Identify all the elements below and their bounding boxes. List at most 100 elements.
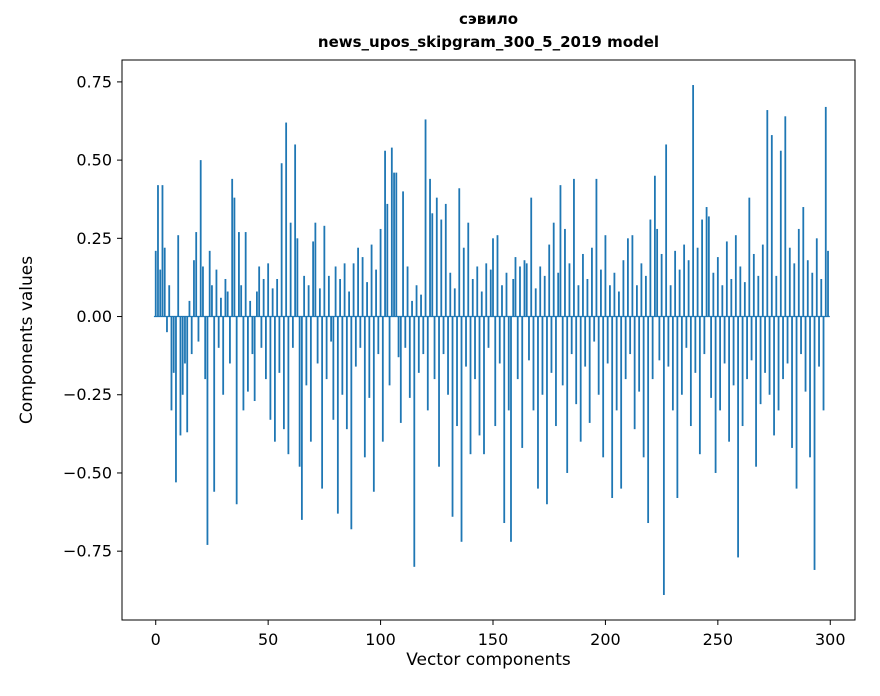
y-axis-label: Components values	[17, 255, 37, 425]
bar	[166, 316, 168, 333]
bar	[759, 316, 762, 405]
bar	[588, 316, 591, 423]
bar	[824, 106, 827, 317]
bar	[683, 244, 686, 317]
bar	[566, 316, 569, 473]
bar	[285, 122, 288, 317]
bar	[213, 316, 216, 492]
bar	[703, 316, 706, 355]
bar	[800, 316, 802, 355]
bar	[339, 278, 341, 317]
bar	[746, 316, 748, 380]
bar	[278, 316, 281, 373]
bar	[618, 291, 620, 317]
bar	[604, 235, 607, 317]
bar	[363, 316, 366, 458]
bar	[240, 285, 243, 317]
bar	[352, 263, 355, 317]
bar	[766, 110, 769, 317]
bar	[669, 285, 672, 317]
bar	[593, 316, 596, 342]
y-tick-label: 0.25	[76, 229, 112, 248]
bar	[788, 247, 791, 317]
bar	[786, 316, 789, 364]
plot-border	[121, 59, 856, 621]
bar	[656, 228, 659, 317]
bar	[370, 244, 373, 317]
bar	[269, 316, 272, 420]
bar	[471, 278, 474, 317]
bar	[793, 263, 796, 317]
bar	[546, 316, 548, 505]
bar	[649, 219, 652, 317]
bar	[501, 285, 503, 317]
bar	[586, 278, 589, 317]
bar	[379, 228, 382, 317]
bar	[296, 238, 299, 317]
bar	[469, 316, 472, 455]
bar	[247, 316, 249, 392]
bar	[507, 316, 510, 411]
y-tick-label: 0.75	[76, 72, 112, 91]
bar	[701, 219, 703, 317]
bar	[622, 260, 625, 317]
bar	[345, 316, 348, 430]
bar	[451, 316, 454, 517]
bar	[390, 147, 393, 317]
bar	[636, 285, 638, 317]
bar	[157, 185, 159, 317]
bar	[444, 203, 447, 317]
bar	[190, 316, 193, 355]
bar	[186, 316, 189, 433]
bar	[438, 316, 440, 467]
bar	[647, 316, 650, 524]
bar	[557, 272, 560, 317]
bar	[689, 316, 692, 427]
y-tick-label: −0.75	[63, 542, 112, 561]
x-tick-label: 150	[478, 630, 509, 649]
bar	[381, 316, 384, 442]
bar	[305, 316, 308, 386]
bar	[274, 316, 276, 442]
bar	[687, 260, 690, 317]
bar	[613, 272, 616, 317]
bar	[620, 316, 623, 489]
bar	[323, 225, 326, 317]
bar	[487, 316, 490, 348]
bar	[431, 213, 434, 317]
bar	[343, 263, 346, 317]
bar	[341, 316, 344, 395]
bar	[716, 257, 719, 317]
bar	[406, 266, 409, 317]
bar	[456, 316, 458, 427]
bar	[582, 253, 584, 317]
bar	[354, 316, 357, 367]
bar	[723, 316, 726, 364]
bar	[815, 238, 818, 317]
bar	[591, 247, 593, 317]
bar	[694, 316, 697, 373]
bar	[770, 135, 773, 317]
bar	[714, 316, 717, 473]
bar	[692, 85, 695, 317]
bar	[460, 316, 463, 542]
bar	[188, 300, 191, 317]
bar	[719, 316, 721, 411]
bar	[633, 316, 636, 430]
bar	[575, 316, 578, 405]
bar	[822, 316, 825, 411]
bar	[539, 266, 542, 317]
bar	[321, 316, 324, 489]
bar	[548, 244, 551, 317]
bar	[249, 300, 252, 317]
bar	[685, 316, 688, 348]
bar	[366, 282, 368, 317]
bar	[442, 316, 445, 355]
bar	[485, 263, 488, 317]
bar	[408, 316, 411, 398]
bar	[170, 316, 173, 411]
bar	[631, 235, 634, 317]
bar	[291, 316, 294, 348]
bar	[627, 238, 629, 317]
